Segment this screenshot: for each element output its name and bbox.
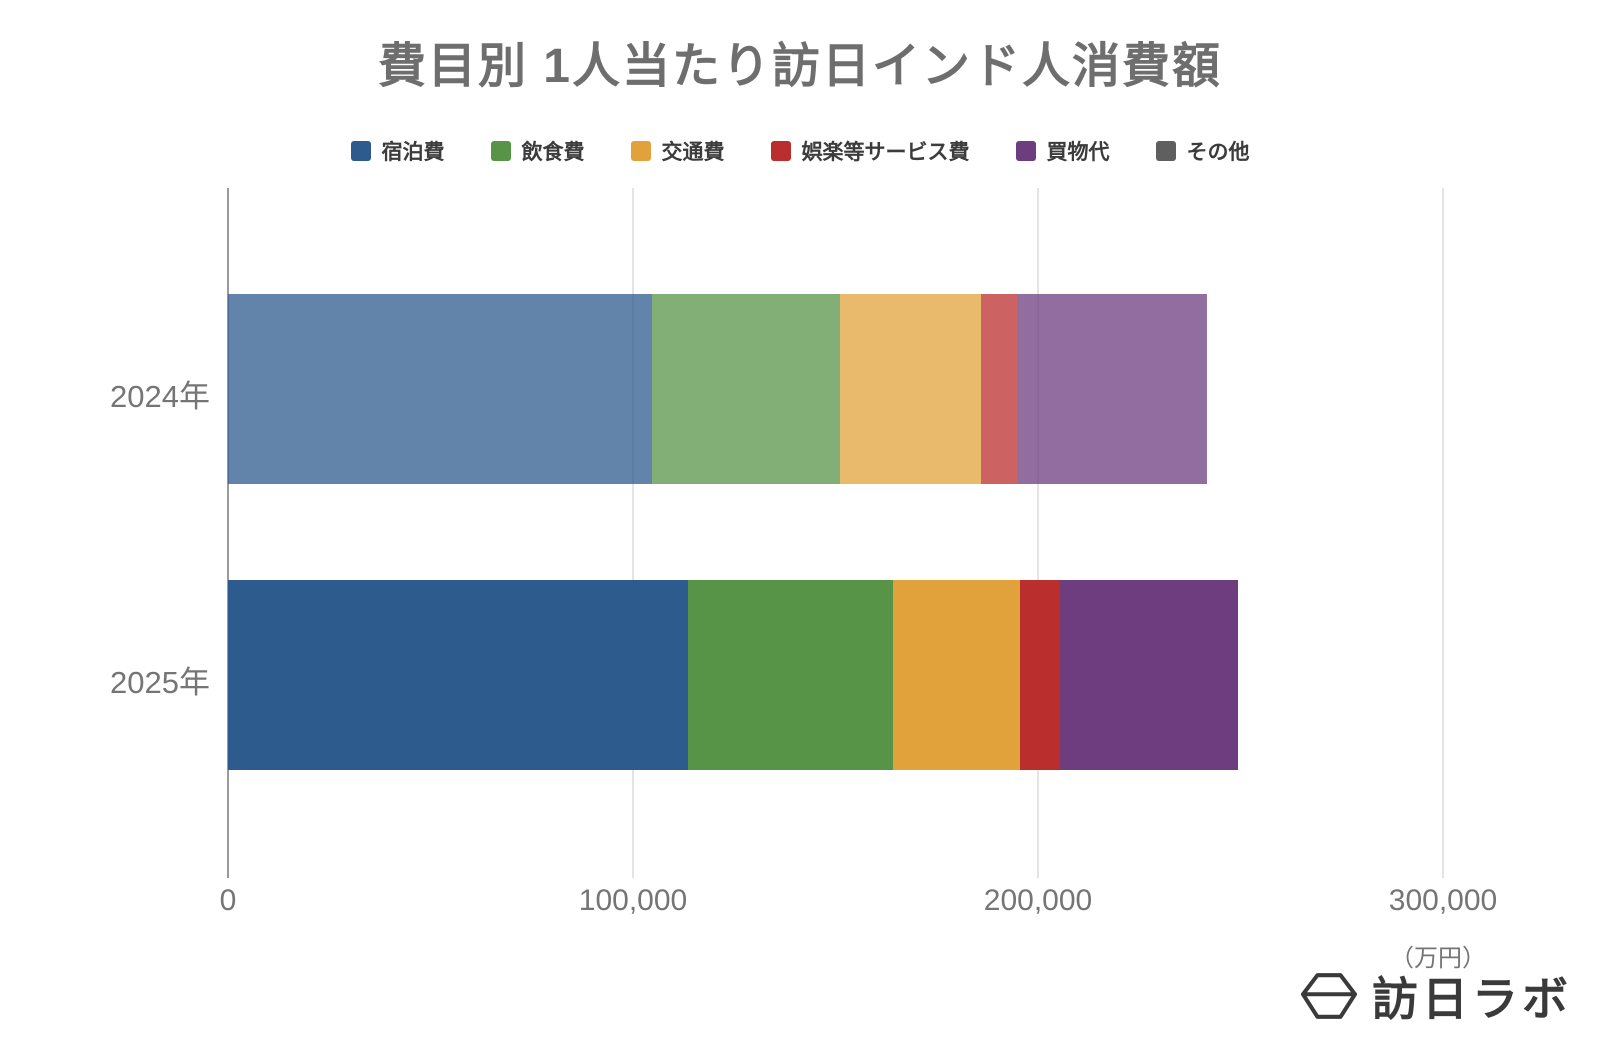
legend: 宿泊費 飲食費 交通費 娯楽等サービス費 買物代 その他 [0,136,1600,166]
legend-label: 交通費 [661,141,725,164]
legend-item-買物代: 買物代 [1015,136,1110,166]
brand-logo-text: 訪日ラボ [1372,973,1572,1025]
legend-label: 宿泊費 [381,141,445,164]
x-tick-label: 0 [219,884,237,917]
legend-label: 娯楽等サービス費 [801,141,970,164]
legend-swatch [350,141,371,161]
chart-title: 費目別 1人当たり訪日インド人消費額 [377,40,1223,93]
legend-item-その他: その他 [1155,136,1250,166]
legend-swatch [770,141,791,161]
legend-swatch [630,141,651,161]
brand-logo: 訪日ラボ [1300,963,1572,1029]
bar-segment-飲食費 [688,580,893,770]
category-label-2025年: 2025年 [110,665,210,700]
bar-segment-買物代 [1060,580,1239,770]
legend-swatch [490,141,511,161]
x-tick-label: 300,000 [1388,884,1498,917]
bar-segment-交通費 [839,294,981,484]
bar-segment-飲食費 [652,294,840,484]
gridline [632,188,634,878]
legend-item-飲食費: 飲食費 [490,136,585,166]
axis-unit-label: （万円） [1390,945,1486,972]
bar-segment-交通費 [893,580,1021,770]
legend-item-交通費: 交通費 [630,136,725,166]
legend-item-宿泊費: 宿泊費 [350,136,445,166]
legend-swatch [1155,141,1176,161]
x-tick-label: 200,000 [983,884,1093,917]
bar-segment-宿泊費 [228,580,689,770]
bar-segment-宿泊費 [228,294,653,484]
y-axis-line [227,188,229,878]
hexagon-logo-icon [1300,973,1358,1019]
legend-item-娯楽等サービス費: 娯楽等サービス費 [770,136,970,166]
bar-segment-娯楽等サービス費 [1020,580,1061,770]
legend-label: 買物代 [1046,141,1110,164]
gridline [1037,188,1039,878]
legend-label: 飲食費 [521,141,585,164]
legend-swatch [1015,141,1036,161]
bar-segment-買物代 [1016,294,1207,484]
legend-label: その他 [1186,141,1250,164]
category-label-2024年: 2024年 [110,379,210,414]
x-tick-label: 100,000 [578,884,688,917]
bar-segment-娯楽等サービス費 [980,294,1017,484]
gridline [1442,188,1444,878]
